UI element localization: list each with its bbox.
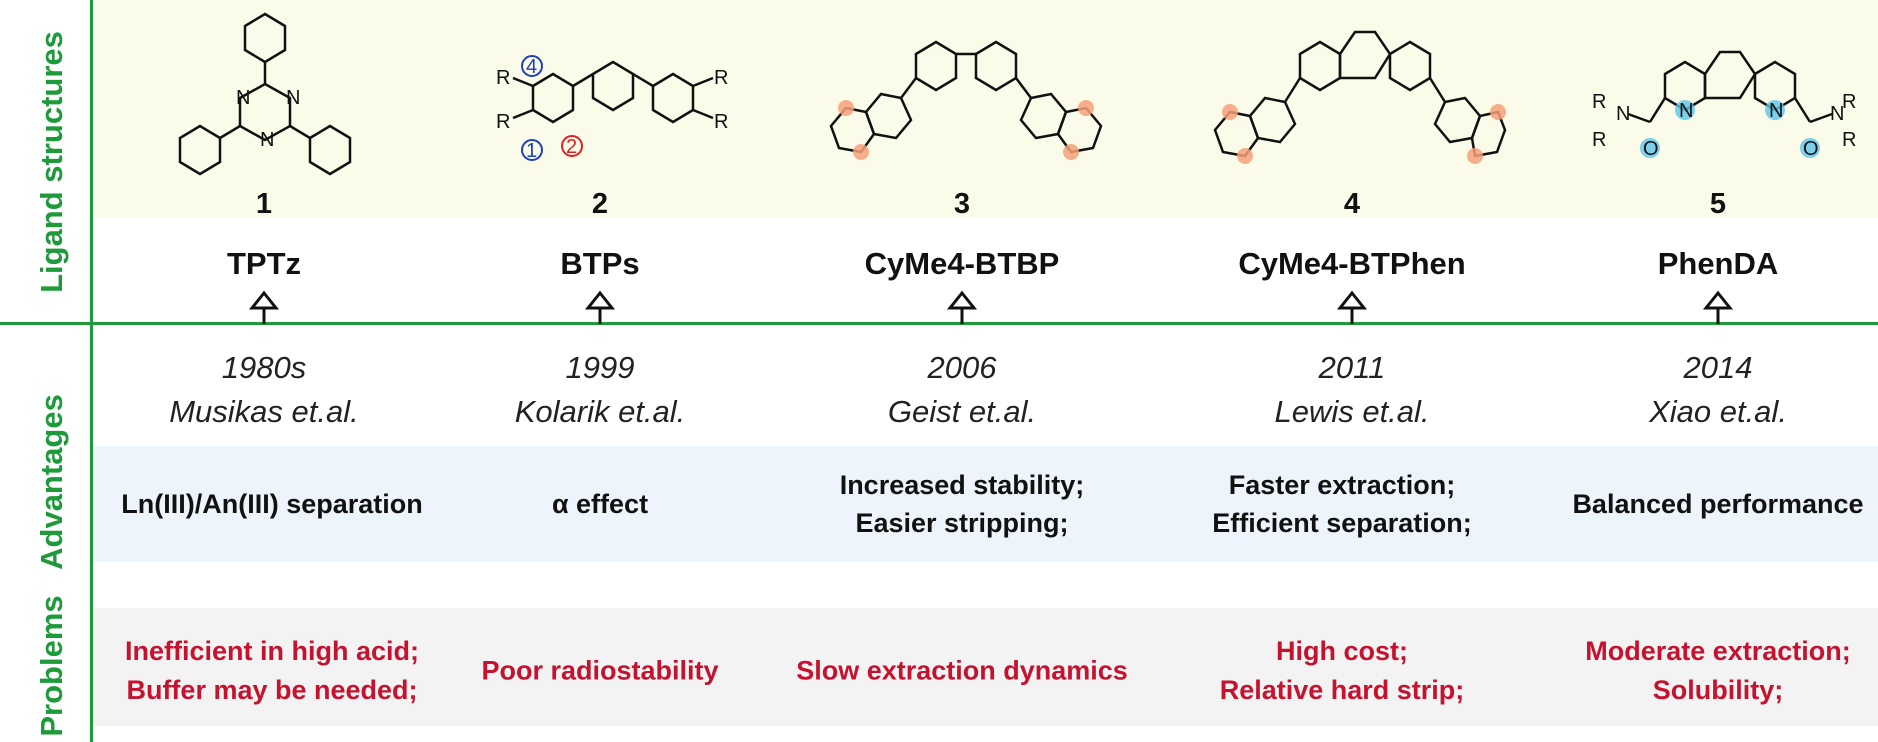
problem-line: Slow extraction dynamics (796, 655, 1128, 686)
problem-line: Inefficient in high acid; (124, 636, 419, 666)
svg-text:2: 2 (566, 136, 577, 158)
ligand-authors: Geist et.al. (887, 394, 1037, 429)
ligand-authors: Kolarik et.al. (514, 394, 686, 429)
structures-band (92, 0, 1878, 218)
section-label-advantages: Advantages (34, 394, 69, 570)
ligand-name: TPTz (226, 246, 302, 281)
structure-phenda: N N O O N N R R R R (1590, 14, 1860, 189)
advantage-line: Faster extraction; (1228, 470, 1456, 500)
svg-text:R: R (496, 67, 510, 89)
ligand-advantages: Ln(III)/An(III) separation (92, 485, 452, 523)
vertical-divider (90, 0, 93, 742)
svg-text:O: O (1643, 138, 1659, 160)
svg-text:R: R (496, 111, 510, 133)
problem-line: High cost; (1276, 636, 1408, 666)
svg-text:N: N (236, 87, 250, 109)
ligand-number: 1 (255, 188, 273, 220)
ligand-name: PhenDA (1657, 246, 1779, 281)
advantage-line: α effect (551, 489, 649, 519)
svg-text:N: N (260, 129, 274, 151)
svg-text:R: R (714, 67, 728, 89)
ligand-year: 2006 (927, 350, 997, 385)
advantage-line: Efficient separation; (1212, 508, 1472, 538)
ligand-advantages: Increased stability; Easier stripping; (782, 466, 1142, 542)
ligand-problems: Moderate extraction; Solubility; (1538, 632, 1878, 710)
structure-cyme4-btphen (1200, 14, 1510, 189)
svg-text:R: R (1842, 91, 1856, 113)
structure-btps: 4 1 2 R R R R (488, 14, 728, 189)
svg-text:R: R (714, 111, 728, 133)
svg-text:O: O (1803, 138, 1819, 160)
problem-line: Poor radiostability (481, 655, 719, 686)
section-label-ligand-structures: Ligand structures (34, 31, 69, 293)
ligand-year: 2011 (1318, 350, 1386, 385)
up-arrow-icon (248, 290, 280, 329)
problem-line: Buffer may be needed; (126, 675, 418, 705)
structure-cyme4-btbp (806, 14, 1116, 189)
problem-line: Relative hard strip; (1219, 675, 1465, 705)
advantage-line: Increased stability; (839, 470, 1085, 500)
ligand-authors: Lewis et.al. (1274, 394, 1430, 429)
svg-text:N: N (1616, 103, 1630, 125)
problems-band (92, 608, 1878, 726)
problem-line: Moderate extraction; (1585, 636, 1851, 666)
svg-text:R: R (1842, 129, 1856, 151)
ligand-problems: Slow extraction dynamics (782, 652, 1142, 691)
ligand-number: 3 (953, 188, 971, 220)
section-label-problems: Problems (34, 595, 69, 737)
ligand-year-authors: 1980s Musikas et.al. (74, 346, 454, 434)
svg-text:R: R (1592, 91, 1606, 113)
ligand-name: CyMe4-BTPhen (1238, 246, 1466, 281)
ligand-authors: Xiao et.al. (1649, 394, 1787, 429)
advantage-line: Balanced performance (1572, 489, 1864, 519)
ligand-year-authors: 2006 Geist et.al. (772, 346, 1152, 434)
horizontal-divider (0, 322, 1878, 325)
problem-line: Solubility; (1652, 675, 1784, 705)
ligand-problems: High cost; Relative hard strip; (1162, 632, 1522, 710)
ligand-advantages: α effect (420, 485, 780, 523)
advantage-line: Ln(III)/An(III) separation (121, 489, 423, 519)
advantages-band (92, 446, 1878, 562)
ligand-year: 2014 (1683, 350, 1753, 385)
ligand-problems: Inefficient in high acid; Buffer may be … (92, 632, 452, 710)
up-arrow-icon (1702, 290, 1734, 329)
ligand-advantages: Balanced performance (1538, 485, 1878, 523)
ligand-number: 4 (1343, 188, 1361, 220)
ligand-year-authors: 1999 Kolarik et.al. (410, 346, 790, 434)
ligand-authors: Musikas et.al. (169, 394, 359, 429)
svg-text:N: N (1769, 100, 1783, 122)
svg-text:1: 1 (526, 140, 537, 162)
ligand-number: 5 (1709, 188, 1727, 220)
svg-text:N: N (1830, 103, 1844, 125)
up-arrow-icon (1336, 290, 1368, 329)
ligand-number: 2 (591, 188, 609, 220)
svg-text:R: R (1592, 129, 1606, 151)
ligand-year-authors: 2014 Xiao et.al. (1528, 346, 1878, 434)
svg-text:N: N (1679, 100, 1693, 122)
ligand-year-authors: 2011 Lewis et.al. (1162, 346, 1542, 434)
ligand-problems: Poor radiostability (420, 652, 780, 691)
up-arrow-icon (584, 290, 616, 329)
up-arrow-icon (946, 290, 978, 329)
ligand-advantages: Faster extraction; Efficient separation; (1162, 466, 1522, 542)
svg-text:4: 4 (526, 56, 537, 78)
structure-tptz: N N N (160, 12, 370, 189)
ligand-name: BTPs (560, 246, 640, 281)
svg-text:N: N (286, 87, 300, 109)
ligand-year: 1980s (221, 350, 307, 385)
advantage-line: Easier stripping; (855, 508, 1069, 538)
ligand-name: CyMe4-BTBP (864, 246, 1060, 281)
ligand-year: 1999 (565, 350, 635, 385)
